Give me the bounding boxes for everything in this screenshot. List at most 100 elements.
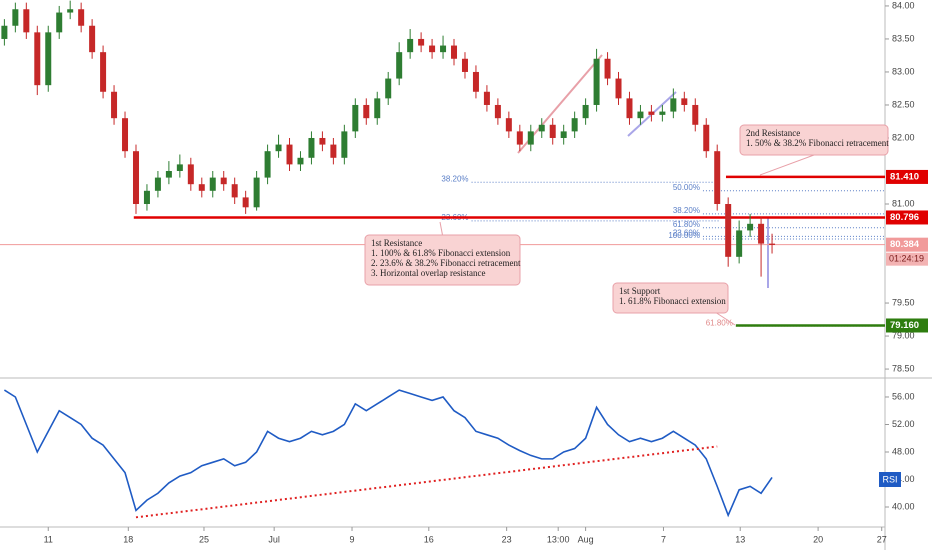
- candle-body: [374, 98, 381, 119]
- candle-body: [297, 157, 304, 165]
- candle-body: [582, 104, 589, 119]
- candle-body: [648, 111, 655, 115]
- candle-body: [1, 25, 8, 39]
- y-tick-label: 78.50: [892, 363, 915, 373]
- candle-body: [308, 137, 315, 158]
- candle-body: [363, 104, 370, 119]
- y-tick-label: 52.00: [892, 419, 915, 429]
- candle-body: [747, 223, 754, 231]
- candle-body: [154, 177, 161, 191]
- candle-body: [165, 170, 172, 178]
- candle-body: [352, 104, 359, 132]
- annotation-text: 1st Resistance: [371, 238, 422, 248]
- candle-body: [78, 9, 85, 26]
- x-tick-label: Aug: [578, 534, 594, 544]
- candle-body: [451, 45, 458, 59]
- price-tag-label: 80.384: [890, 239, 920, 250]
- candle-body: [429, 45, 436, 53]
- annotation-box: [364, 234, 521, 286]
- annotation-box: [612, 282, 729, 314]
- x-tick-label: 25: [199, 534, 209, 544]
- annotation-text: 1. 50% & 38.2% Fibonacci retracement: [746, 138, 889, 148]
- candle-body: [231, 184, 238, 198]
- candle-body: [12, 9, 19, 26]
- candle-body: [176, 164, 183, 171]
- candle-body: [34, 32, 41, 86]
- candle-body: [396, 52, 403, 79]
- price-tag-label: 81.410: [890, 171, 919, 182]
- fib-label: 38.20%: [441, 174, 468, 183]
- candle-body: [494, 104, 501, 119]
- price-tag: [886, 237, 928, 252]
- candle-body: [615, 78, 622, 99]
- annotation-text: 2. 23.6% & 38.2% Fibonacci retracement: [371, 258, 521, 268]
- fib-label: 38.20%: [673, 206, 700, 215]
- candle-body: [209, 177, 216, 191]
- candle-body: [253, 177, 260, 208]
- countdown-tag: [886, 252, 928, 266]
- candle-body: [407, 38, 414, 53]
- y-tick-label: 79.50: [892, 297, 915, 307]
- candle-body: [472, 71, 479, 92]
- candle-body: [275, 144, 282, 152]
- y-tick-label: 84.00: [892, 0, 915, 10]
- candle-body: [670, 98, 677, 112]
- candle-body: [483, 91, 490, 105]
- y-tick-label: 44.00: [892, 474, 915, 484]
- x-tick-label: 9: [350, 534, 355, 544]
- y-tick-label: 82.00: [892, 132, 915, 142]
- candle-body: [758, 223, 765, 244]
- annotation-pointer: [759, 154, 815, 176]
- annotation-text: 1. 100% & 61.8% Fibonacci extension: [371, 248, 511, 258]
- candle-body: [626, 98, 633, 119]
- annotation-text: 1st Support: [619, 286, 661, 296]
- candle-body: [100, 52, 107, 92]
- candle-body: [527, 131, 534, 145]
- candle-body: [242, 197, 249, 208]
- x-tick-label: 16: [424, 534, 434, 544]
- candle-body: [385, 78, 392, 99]
- candle-body: [571, 118, 578, 132]
- y-tick-label: 81.00: [892, 198, 915, 208]
- candle-body: [769, 243, 776, 245]
- candle-body: [681, 98, 688, 105]
- x-tick-label: 7: [661, 534, 666, 544]
- candle-body: [736, 230, 743, 257]
- candle-body: [593, 58, 600, 105]
- candle-body: [187, 164, 194, 185]
- candle-body: [264, 151, 271, 178]
- price-tag-label: 80.796: [890, 212, 919, 223]
- y-tick-label: 79.00: [892, 330, 915, 340]
- x-tick-label: 18: [123, 534, 133, 544]
- x-tick-label: 27: [877, 534, 887, 544]
- candle-body: [220, 177, 227, 185]
- rsi-line: [3, 389, 773, 518]
- candle-body: [538, 124, 545, 132]
- y-tick-label: 56.00: [892, 391, 915, 401]
- fib-label: 23.60%: [673, 228, 700, 237]
- candle-body: [330, 144, 337, 158]
- candle-body: [604, 58, 611, 79]
- candle-body: [461, 58, 468, 72]
- fib-label: 61.80%: [706, 318, 733, 327]
- price-tag: [886, 169, 928, 184]
- countdown: 01:24:19: [889, 254, 924, 264]
- annotation-box: [739, 124, 889, 156]
- candle-body: [67, 9, 74, 13]
- x-tick-label: 11: [44, 534, 53, 544]
- candle-body: [89, 25, 96, 53]
- candle-body: [692, 104, 699, 125]
- x-tick-label: 13:00: [547, 534, 570, 544]
- fib-label: 50.00%: [673, 183, 700, 192]
- annotation-text: 2nd Resistance: [746, 128, 800, 138]
- candle-body: [122, 118, 129, 152]
- annotation-text: 3. Horizontal overlap resistance: [371, 268, 485, 278]
- y-tick-label: 83.00: [892, 66, 915, 76]
- price-tag-label: 79.160: [890, 320, 919, 331]
- fib-label: 61.80%: [673, 220, 700, 229]
- candle-body: [45, 32, 52, 86]
- candle-body: [341, 131, 348, 158]
- candle-body: [319, 137, 326, 145]
- candle-body: [703, 124, 710, 152]
